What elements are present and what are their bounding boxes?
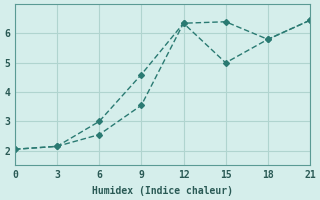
X-axis label: Humidex (Indice chaleur): Humidex (Indice chaleur) [92,186,233,196]
